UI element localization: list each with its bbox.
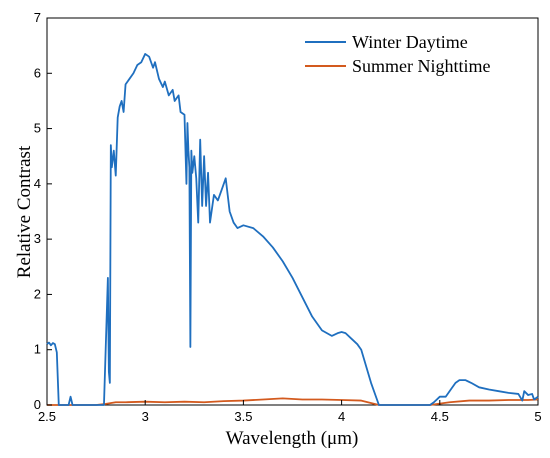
plot-frame — [46, 17, 539, 406]
y-tick-label: 6 — [34, 65, 41, 80]
legend-label-winter-daytime: Winter Daytime — [352, 32, 468, 52]
plot-area: 2.5 3 3.5 4 4.5 5 0 1 2 3 4 5 6 7 — [34, 10, 542, 424]
series-layer — [46, 53, 539, 406]
y-tick-label: 7 — [34, 10, 41, 25]
x-tick-label: 3 — [142, 409, 149, 424]
x-tick-label: 4.5 — [431, 409, 449, 424]
y-tick-label: 3 — [34, 231, 41, 246]
y-tick-label: 1 — [34, 342, 41, 357]
legend: Winter Daytime Summer Nighttime — [305, 32, 491, 76]
x-tick-label: 3.5 — [234, 409, 252, 424]
x-tick-label: 2.5 — [38, 409, 56, 424]
y-axis-title: Relative Contrast — [14, 145, 35, 278]
y-tick-label: 5 — [34, 121, 41, 136]
y-tick-label: 2 — [34, 286, 41, 301]
series-line-winter-daytime — [46, 53, 539, 406]
series-line-summer-nighttime — [47, 397, 539, 406]
x-tick-label: 5 — [534, 409, 541, 424]
y-tick-label: 4 — [34, 176, 41, 191]
legend-label-summer-nighttime: Summer Nighttime — [352, 56, 491, 76]
y-tick-label: 0 — [34, 397, 41, 412]
ticks-layer: 2.5 3 3.5 4 4.5 5 0 1 2 3 4 5 6 7 — [34, 10, 542, 424]
x-tick-label: 4 — [338, 409, 345, 424]
x-axis-title: Wavelength (μm) — [226, 428, 359, 449]
